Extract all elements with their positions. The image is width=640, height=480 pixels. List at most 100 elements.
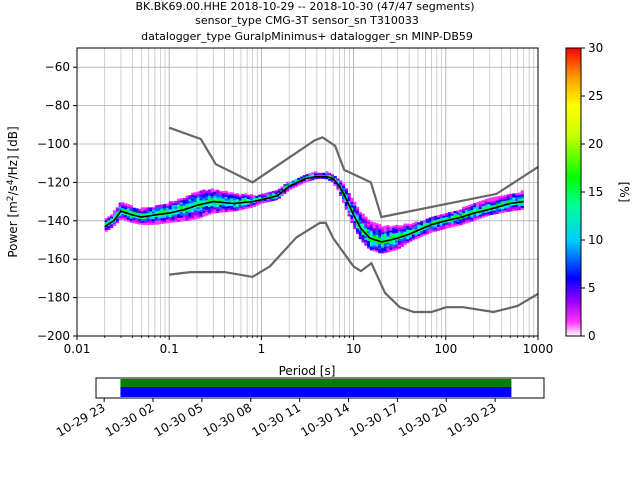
heatmap-cell [219, 193, 223, 196]
heatmap-cell [202, 197, 206, 200]
heatmap-cell [383, 229, 388, 232]
heatmap-cell [476, 203, 480, 207]
heatmap-cell [115, 209, 119, 212]
heatmap-cell [520, 192, 524, 195]
heatmap-cell [249, 196, 253, 199]
heatmap-cell [428, 217, 432, 220]
heatmap-cell [395, 244, 399, 247]
heatmap-cell [115, 211, 119, 214]
heatmap-cell [487, 213, 491, 216]
heatmap-cell [249, 201, 253, 205]
heatmap-cell [456, 219, 460, 223]
heatmap-cell [400, 231, 404, 234]
heatmap-cell [333, 183, 337, 186]
heatmap-cell [476, 215, 480, 218]
heatmap-cell [484, 206, 488, 210]
heatmap-cell [188, 195, 192, 198]
heatmap-cell [230, 203, 234, 206]
heatmap-cell [115, 216, 119, 220]
heatmap-cell [350, 213, 354, 216]
heatmap-cell [177, 202, 181, 205]
heatmap-cell [205, 207, 209, 210]
heatmap-cell [244, 204, 248, 208]
heatmap-cell [386, 240, 390, 243]
heatmap-cell [389, 235, 393, 239]
heatmap-cell [403, 238, 407, 242]
heatmap-cell [347, 212, 351, 215]
heatmap-cell [171, 206, 175, 210]
heatmap-cell [314, 171, 318, 174]
heatmap-cell [361, 234, 365, 237]
chart-title-line1: BK.BK69.00.HHE 2018-10-29 -- 2018-10-30 … [135, 0, 474, 13]
heatmap-cell [339, 193, 343, 196]
heatmap-cell [193, 196, 198, 199]
heatmap-layer [104, 171, 524, 254]
heatmap-cell [202, 206, 206, 210]
heatmap-cell [369, 242, 374, 245]
heatmap-cell [375, 230, 379, 234]
heatmap-cell [439, 227, 443, 230]
heatmap-cell [481, 215, 485, 218]
heatmap-cell [132, 207, 136, 210]
heatmap-cell [361, 240, 365, 243]
heatmap-cell [302, 175, 307, 178]
heatmap-cell [124, 212, 128, 215]
heatmap-cell [210, 194, 214, 197]
heatmap-cell [135, 217, 139, 221]
heatmap-cell [182, 211, 186, 214]
heatmap-cell [227, 207, 231, 211]
heatmap-cell [135, 221, 139, 224]
heatmap-cell [191, 198, 195, 201]
heatmap-cell [171, 218, 175, 221]
heatmap-cell [375, 240, 379, 243]
heatmap-cell [473, 216, 477, 219]
timeline-coverage-bar [120, 379, 512, 387]
heatmap-cell [224, 200, 228, 203]
heatmap-cell [193, 203, 198, 206]
heatmap-cell [392, 235, 396, 238]
heatmap-cell [327, 172, 332, 176]
heatmap-cell [132, 217, 136, 220]
heatmap-cell [358, 217, 362, 221]
heatmap-cell [361, 213, 365, 216]
heatmap-cell [501, 197, 505, 200]
heatmap-cell [121, 207, 125, 211]
heatmap-cell [294, 182, 298, 186]
heatmap-cell [487, 201, 491, 205]
heatmap-cell [369, 246, 374, 249]
heatmap-cell [143, 216, 147, 220]
heatmap-cell [219, 206, 223, 209]
heatmap-cell [191, 204, 195, 207]
heatmap-cell [383, 237, 388, 240]
heatmap-cell [347, 208, 351, 211]
heatmap-cell [448, 216, 452, 219]
heatmap-cell [327, 178, 332, 181]
heatmap-cell [157, 206, 161, 210]
heatmap-cell [219, 198, 223, 202]
heatmap-cell [520, 205, 524, 208]
heatmap-cell [179, 202, 184, 205]
heatmap-cell [489, 203, 494, 206]
heatmap-cell [512, 193, 516, 196]
heatmap-cell [341, 187, 346, 190]
heatmap-cell [501, 210, 505, 213]
heatmap-cell [392, 229, 396, 232]
heatmap-cell [118, 217, 122, 221]
heatmap-cell [193, 194, 198, 197]
heatmap-cell [146, 209, 150, 212]
heatmap-cell [414, 225, 418, 228]
heatmap-cell [520, 201, 524, 205]
heatmap-cell [140, 218, 145, 222]
heatmap-cell [386, 246, 390, 249]
heatmap-cell [386, 244, 390, 247]
heatmap-cell [124, 218, 128, 221]
heatmap-cell [439, 216, 443, 219]
heatmap-cell [152, 218, 156, 222]
heatmap-cell [375, 234, 379, 237]
heatmap-cell [252, 195, 256, 198]
heatmap-cell [143, 222, 147, 225]
heatmap-cell [157, 214, 161, 217]
heatmap-cell [520, 190, 524, 193]
y-tick-label: −180 [37, 291, 70, 305]
